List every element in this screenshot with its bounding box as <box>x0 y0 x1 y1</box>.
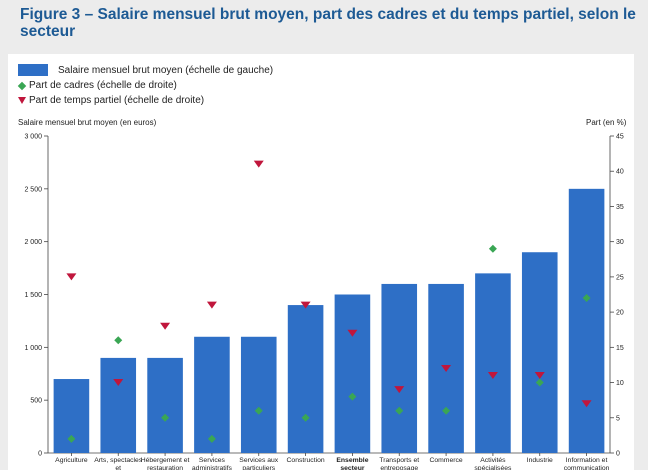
category-label: Commerce <box>429 457 462 464</box>
cadres-marker <box>114 336 123 345</box>
left-tick-label: 2 000 <box>24 239 42 246</box>
right-tick-label: 20 <box>616 310 624 317</box>
category-label: Transports et entreposage <box>379 457 419 470</box>
temps-partiel-marker <box>66 273 77 281</box>
cadres-marker <box>582 294 591 303</box>
temps-partiel-marker <box>160 322 171 330</box>
temps-partiel-marker <box>300 301 311 309</box>
salary-bar <box>100 357 137 453</box>
salary-bar <box>521 252 558 453</box>
right-tick-label: 0 <box>616 451 620 458</box>
right-tick-label: 40 <box>616 169 624 176</box>
category-label: Agriculture <box>55 457 88 464</box>
legend-triangle-marker <box>18 97 26 104</box>
salary-bar <box>568 188 605 454</box>
cadres-marker <box>161 413 170 422</box>
cadres-marker <box>442 406 451 415</box>
category-label: Arts, spectacles et <box>94 457 143 470</box>
salary-bar <box>334 294 371 453</box>
right-tick-label: 45 <box>616 134 624 141</box>
right-axis-title: Part (en %) <box>586 118 627 127</box>
salary-bar <box>240 336 277 453</box>
temps-partiel-marker <box>253 160 264 168</box>
legend-item-diamonds: Part de cadres (échelle de droite) <box>16 80 177 91</box>
temps-partiel-marker <box>441 364 452 372</box>
salary-bar <box>475 273 511 453</box>
legend-bar-swatch <box>18 64 48 76</box>
right-tick-label: 5 <box>616 415 620 422</box>
left-tick-label: 3 000 <box>24 134 42 141</box>
legend-bars-label: Salaire mensuel brut moyen (échelle de g… <box>58 64 274 76</box>
right-tick-label: 35 <box>616 204 624 211</box>
salary-bar <box>194 336 230 453</box>
left-tick-label: 1 500 <box>24 292 42 299</box>
cadres-marker <box>207 434 216 443</box>
right-tick-label: 25 <box>616 274 624 281</box>
cadres-marker <box>488 244 497 253</box>
left-axis-title: Salaire mensuel brut moyen (en euros) <box>18 118 157 127</box>
legend-item-triangles: Part de temps partiel (échelle de droite… <box>16 95 204 106</box>
left-tick-label: 500 <box>30 398 42 405</box>
temps-partiel-marker <box>581 400 592 408</box>
category-label: Services administratifs <box>192 457 233 470</box>
temps-partiel-marker <box>206 301 217 309</box>
left-tick-label: 1 000 <box>24 345 42 352</box>
salary-bar <box>287 305 324 453</box>
figure-title: Figure 3 – Salaire mensuel brut moyen, p… <box>20 6 636 40</box>
category-label: Ensemble secteur <box>336 457 368 470</box>
temps-partiel-marker <box>534 372 545 380</box>
category-label: Services aux particuliers <box>239 457 279 470</box>
cadres-marker <box>395 406 404 415</box>
category-label: Information et communication <box>564 457 610 470</box>
right-tick-label: 10 <box>616 380 624 387</box>
cadres-marker <box>254 406 263 415</box>
temps-partiel-marker <box>347 329 358 337</box>
right-tick-label: 15 <box>616 345 624 352</box>
temps-partiel-marker <box>113 379 124 387</box>
legend-triangles-label: Part de temps partiel (échelle de droite… <box>29 95 205 106</box>
cadres-marker <box>535 378 544 387</box>
legend-diamonds-label: Part de cadres (échelle de droite) <box>29 80 177 91</box>
category-label: Activités spécialisées <box>474 457 512 470</box>
legend-item-bars: Salaire mensuel brut moyen (échelle de g… <box>18 64 273 76</box>
cadres-marker <box>348 392 357 401</box>
cadres-marker <box>67 434 76 443</box>
cadres-marker <box>301 413 310 422</box>
salary-bar <box>147 357 183 453</box>
category-label: Industrie <box>527 457 553 464</box>
salary-bar <box>381 283 418 453</box>
category-label: Hébergement et restauration <box>141 457 190 470</box>
temps-partiel-marker <box>487 372 498 380</box>
temps-partiel-marker <box>394 386 405 394</box>
right-tick-label: 30 <box>616 239 624 246</box>
left-tick-label: 0 <box>38 451 42 458</box>
category-label: Construction <box>287 457 325 464</box>
left-tick-label: 2 500 <box>24 186 42 193</box>
